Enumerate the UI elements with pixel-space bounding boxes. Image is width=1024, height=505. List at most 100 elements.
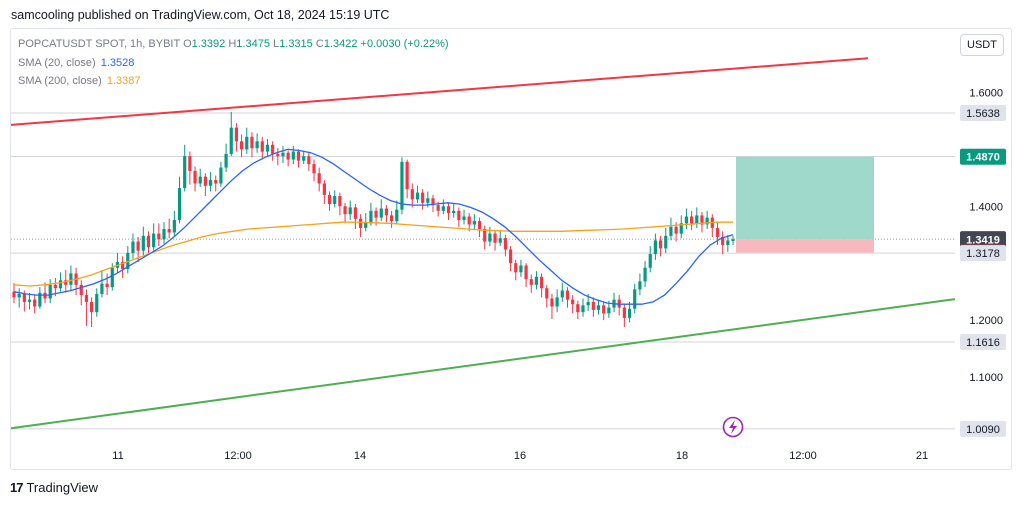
- candle-body[interactable]: [193, 170, 197, 184]
- candle-body[interactable]: [89, 301, 94, 313]
- candle-body[interactable]: [534, 276, 539, 285]
- candle-body[interactable]: [540, 276, 544, 289]
- candle-body[interactable]: [48, 284, 52, 299]
- candle-body[interactable]: [560, 290, 564, 298]
- candle-body[interactable]: [84, 295, 89, 302]
- candle-body[interactable]: [183, 156, 187, 189]
- candle-body[interactable]: [622, 307, 626, 318]
- candle-body[interactable]: [105, 283, 109, 288]
- candle-body[interactable]: [431, 198, 435, 206]
- candle-body[interactable]: [198, 176, 202, 184]
- candle-body[interactable]: [307, 156, 311, 165]
- candle-body[interactable]: [643, 267, 647, 282]
- candle-body[interactable]: [483, 229, 487, 242]
- candle-body[interactable]: [245, 136, 249, 150]
- candle-body[interactable]: [669, 226, 673, 236]
- candle-body[interactable]: [302, 156, 306, 161]
- candle-body[interactable]: [524, 265, 528, 280]
- candle-body[interactable]: [690, 216, 694, 224]
- sma20-line[interactable]: [13, 148, 734, 305]
- candle-body[interactable]: [384, 208, 389, 216]
- candle-body[interactable]: [141, 235, 145, 251]
- candle-body[interactable]: [441, 206, 445, 211]
- candle-body[interactable]: [353, 207, 357, 219]
- target-zone[interactable]: [736, 156, 874, 240]
- candle-body[interactable]: [152, 233, 156, 248]
- candle-body[interactable]: [488, 233, 492, 242]
- candle-body[interactable]: [462, 216, 466, 220]
- lower-trendline[interactable]: [11, 298, 955, 430]
- candle-body[interactable]: [79, 284, 83, 296]
- candle-body[interactable]: [446, 206, 451, 214]
- candle-body[interactable]: [705, 217, 709, 225]
- candle-body[interactable]: [369, 210, 373, 223]
- candle-body[interactable]: [472, 221, 476, 225]
- candle-body[interactable]: [715, 227, 720, 238]
- candle-body[interactable]: [452, 210, 456, 214]
- candle-body[interactable]: [426, 198, 430, 203]
- candle-body[interactable]: [146, 235, 151, 248]
- candle-body[interactable]: [33, 299, 37, 307]
- candle-body[interactable]: [679, 223, 683, 234]
- candle-body[interactable]: [529, 279, 533, 285]
- candle-body[interactable]: [296, 151, 301, 161]
- candle-body[interactable]: [255, 141, 259, 149]
- candle-body[interactable]: [586, 301, 590, 306]
- upper-trendline[interactable]: [11, 57, 869, 126]
- candle-body[interactable]: [167, 229, 171, 233]
- candle-body[interactable]: [177, 188, 182, 220]
- candle-body[interactable]: [291, 151, 295, 160]
- candle-body[interactable]: [627, 308, 632, 318]
- candle-body[interactable]: [162, 229, 166, 240]
- candle-body[interactable]: [27, 299, 32, 302]
- candle-body[interactable]: [64, 280, 68, 285]
- candle-body[interactable]: [721, 237, 725, 245]
- candle-body[interactable]: [53, 284, 57, 289]
- candle-body[interactable]: [436, 205, 440, 211]
- candle-body[interactable]: [633, 289, 637, 309]
- candle-body[interactable]: [250, 136, 254, 149]
- candle-body[interactable]: [234, 127, 239, 142]
- candle-body[interactable]: [214, 180, 218, 184]
- candle-body[interactable]: [415, 192, 420, 200]
- candle-body[interactable]: [322, 183, 326, 195]
- candle-body[interactable]: [503, 238, 508, 250]
- candle-body[interactable]: [364, 222, 368, 228]
- candle-body[interactable]: [131, 241, 135, 253]
- lightning-event-icon[interactable]: [722, 416, 744, 438]
- candle-body[interactable]: [265, 144, 270, 152]
- candle-body[interactable]: [374, 210, 378, 218]
- candle-body[interactable]: [514, 263, 518, 273]
- candle-body[interactable]: [338, 196, 342, 207]
- candle-body[interactable]: [271, 144, 275, 154]
- candle-body[interactable]: [58, 280, 63, 289]
- candle-body[interactable]: [348, 207, 352, 215]
- candle-body[interactable]: [219, 167, 223, 184]
- candle-body[interactable]: [12, 291, 16, 298]
- candle-body[interactable]: [312, 164, 316, 174]
- candle-body[interactable]: [700, 215, 704, 225]
- candle-body[interactable]: [95, 293, 99, 313]
- candle-body[interactable]: [379, 208, 383, 218]
- candle-body[interactable]: [674, 226, 678, 234]
- candle-body[interactable]: [602, 305, 606, 314]
- candle-body[interactable]: [22, 293, 26, 302]
- candle-body[interactable]: [229, 127, 233, 154]
- candle-body[interactable]: [576, 304, 580, 313]
- candle-body[interactable]: [457, 210, 461, 220]
- candle-body[interactable]: [327, 194, 332, 204]
- candle-body[interactable]: [638, 281, 642, 290]
- tradingview-logo[interactable]: 17 TradingView: [10, 480, 98, 495]
- candle-body[interactable]: [508, 249, 513, 264]
- candle-body[interactable]: [208, 180, 213, 186]
- candle-body[interactable]: [400, 161, 404, 210]
- stop-zone[interactable]: [736, 239, 874, 253]
- candle-body[interactable]: [157, 233, 161, 240]
- candle-body[interactable]: [596, 305, 601, 310]
- candle-body[interactable]: [421, 192, 425, 203]
- candle-body[interactable]: [648, 254, 652, 268]
- sma20-legend[interactable]: SMA (20, close) 1.3528: [18, 57, 134, 69]
- candle-body[interactable]: [276, 153, 280, 157]
- candle-body[interactable]: [726, 240, 730, 245]
